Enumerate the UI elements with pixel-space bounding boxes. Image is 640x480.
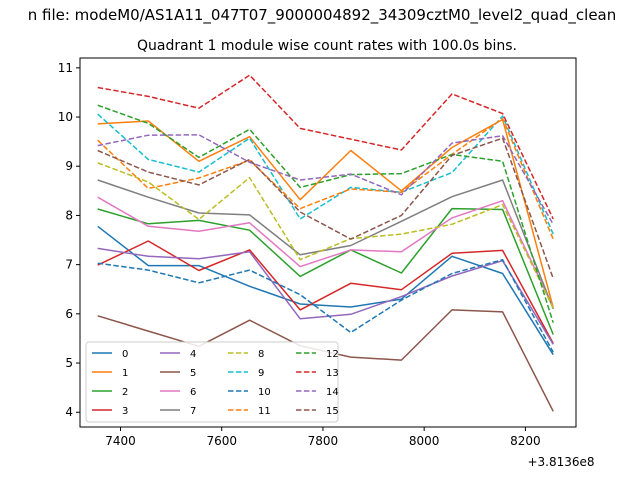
legend-label-6: 6 — [190, 387, 196, 398]
legend-label-5: 5 — [190, 368, 196, 379]
series-line-7 — [97, 179, 554, 310]
x-tick-label-8000: 8000 — [409, 434, 440, 448]
legend-label-0: 0 — [122, 349, 128, 360]
y-tick-label-4: 4 — [65, 405, 73, 419]
x-tick-label-7600: 7600 — [206, 434, 237, 448]
y-tick-label-8: 8 — [65, 208, 73, 222]
chart-title: Quadrant 1 module wise count rates with … — [137, 38, 517, 54]
legend-label-2: 2 — [122, 387, 128, 398]
legend-label-4: 4 — [190, 349, 196, 360]
figure-suptitle: n file: modeM0/AS1A11_047T07_9000004892_… — [28, 6, 617, 25]
x-tick-label-8200: 8200 — [510, 434, 541, 448]
series-lines — [97, 74, 554, 412]
legend-label-15: 15 — [326, 406, 339, 417]
legend-label-14: 14 — [326, 387, 339, 398]
y-axis: 4 5 6 7 8 9 10 11 — [58, 61, 80, 419]
legend-label-1: 1 — [122, 368, 128, 379]
y-tick-label-10: 10 — [58, 110, 73, 124]
x-tick-label-7400: 7400 — [105, 434, 136, 448]
y-tick-label-6: 6 — [65, 307, 73, 321]
legend-label-13: 13 — [326, 368, 339, 379]
y-tick-label-5: 5 — [65, 356, 73, 370]
legend-label-11: 11 — [258, 406, 271, 417]
legend-label-8: 8 — [258, 349, 264, 360]
legend-label-9: 9 — [258, 368, 264, 379]
legend-box — [85, 341, 339, 423]
x-offset-label: +3.8136e8 — [527, 455, 594, 469]
series-line-4 — [97, 247, 554, 345]
series-line-12 — [97, 104, 554, 323]
y-tick-label-11: 11 — [58, 61, 73, 75]
series-line-13 — [97, 74, 554, 220]
x-axis: 7400 7600 7800 8000 8200 — [105, 427, 541, 448]
series-line-11 — [97, 117, 554, 240]
y-tick-label-7: 7 — [65, 258, 73, 272]
series-line-15 — [97, 137, 554, 279]
series-line-8 — [97, 162, 554, 309]
series-line-14 — [97, 134, 554, 225]
legend-label-12: 12 — [326, 349, 339, 360]
series-line-9 — [97, 113, 554, 235]
y-tick-label-9: 9 — [65, 159, 73, 173]
legend-label-3: 3 — [122, 406, 128, 417]
legend-label-10: 10 — [258, 387, 271, 398]
plot-frame — [79, 57, 577, 428]
series-line-1 — [97, 118, 554, 308]
series-line-6 — [97, 196, 554, 308]
series-line-0 — [97, 225, 554, 356]
series-line-3 — [97, 240, 554, 344]
legend-label-7: 7 — [190, 406, 196, 417]
x-tick-label-7800: 7800 — [308, 434, 339, 448]
